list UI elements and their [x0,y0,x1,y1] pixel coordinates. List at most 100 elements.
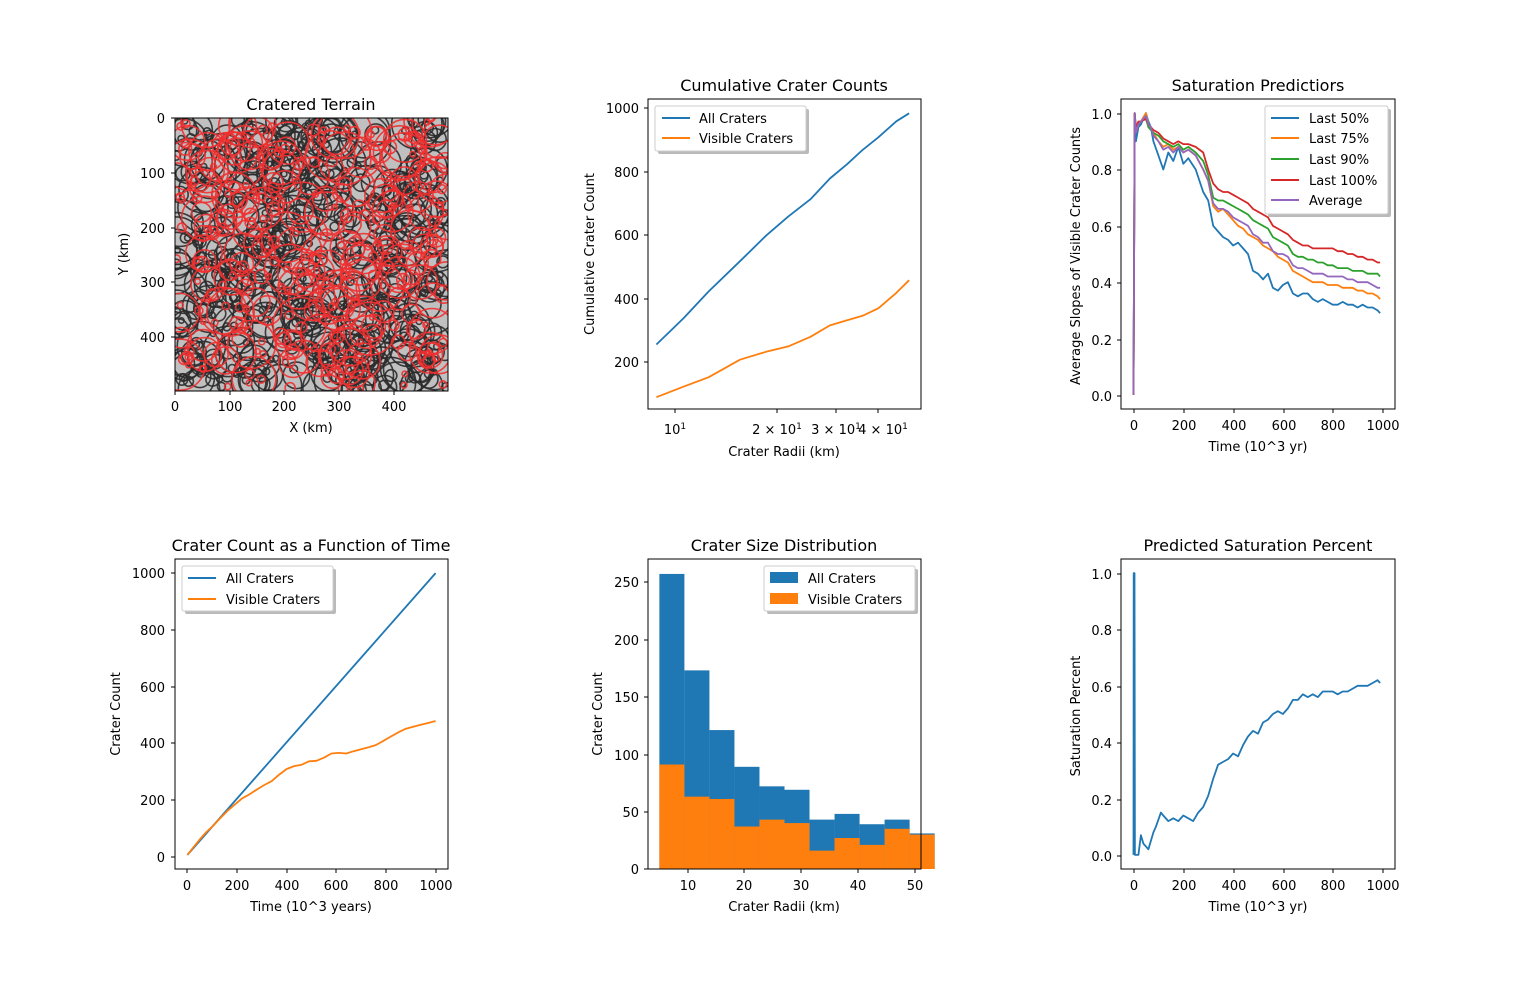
cumulative-ytick-label: 600 [614,229,639,244]
crater-mark [382,118,428,164]
histogram-xtick-label: 30 [793,879,810,894]
crater-mark [320,363,334,377]
crater-mark [360,139,373,151]
crater-mark [417,180,448,218]
histogram-bar-1 [909,834,935,869]
histogram-bar-1 [734,826,760,869]
crater-mark [281,353,297,369]
crater-mark [278,282,286,291]
predictors-ylabel: Average Slopes of Visible Crater Counts [1069,127,1084,385]
saturation-ytick-label: 0.8 [1091,624,1112,639]
crater-mark [330,203,339,212]
crater-mark [263,315,274,327]
terrain-xticks: 0 100 200 300 400 [171,391,406,415]
histogram-frame [647,558,922,870]
crater-mark [403,130,421,148]
crater-mark [265,201,281,217]
crater-mark [228,118,277,149]
crater-mark [192,256,201,265]
count-time-series-layer [186,572,437,856]
predictors-xtick-label: 1000 [1366,419,1399,434]
histogram-xlabel: Crater Radii (km) [728,900,840,915]
crater-mark [337,355,371,389]
saturation-xticks: 0 200 400 600 800 1000 [1130,869,1400,894]
crater-mark [257,337,266,346]
crater-mark [286,197,314,225]
count-time-ytick-label: 0 [157,851,165,866]
crater-mark [180,118,232,149]
crater-mark [307,283,350,325]
predictors-ytick-label: 0.8 [1091,164,1112,179]
crater-mark [284,381,296,391]
saturation-ytick-label: 1.0 [1091,568,1112,583]
saturation-ytick-label: 0.4 [1091,737,1112,752]
count-time-ytick-label: 600 [140,681,165,696]
crater-mark [175,118,198,152]
crater-mark [371,190,414,233]
crater-mark [197,138,242,183]
terrain-ytick-label: 300 [140,276,165,291]
crater-mark [199,364,208,373]
predictors-ytick-label: 0.4 [1091,277,1112,292]
crater-mark [416,342,444,369]
count-time-xtick-label: 1000 [419,879,452,894]
crater-mark [268,169,302,204]
crater-mark [276,248,326,297]
saturation-ytick-label: 0.2 [1091,794,1112,809]
panel-crater-size-distribution: Crater Size Distribution Crater Radii (k… [591,536,935,915]
crater-mark [344,364,357,376]
crater-mark [415,282,448,319]
crater-mark [263,148,309,194]
crater-mark [339,244,382,286]
crater-mark [356,338,364,346]
crater-mark [267,355,275,364]
crater-mark [233,370,241,379]
crater-mark [326,269,335,278]
crater-mark [399,380,407,388]
crater-mark [179,232,192,244]
histogram-xtick-label: 50 [907,879,924,894]
crater-mark [428,173,448,211]
cumulative-ylabel: Cumulative Crater Count [583,173,598,335]
count-time-yticks: 0 200 400 600 800 1000 [132,567,175,866]
crater-mark [236,278,255,296]
cumulative-xtick-label: 4 × 101 [858,422,908,438]
crater-mark [425,274,434,283]
crater-mark [263,243,316,296]
crater-mark [177,353,190,366]
crater-mark [185,149,229,194]
crater-mark [199,317,207,326]
terrain-frame [174,117,449,392]
crater-mark [425,227,447,248]
crater-mark [340,270,351,281]
crater-mark [182,375,195,388]
histogram-yticks: 0 50 100 150 200 250 [614,576,648,878]
crater-mark [214,180,249,215]
crater-mark [284,261,293,269]
crater-mark [183,345,195,357]
crater-mark [271,217,306,251]
crater-mark [395,272,411,287]
crater-mark [282,361,311,390]
cumulative-legend: All Craters Visible Craters [654,105,809,154]
histogram-bar-1 [659,764,685,869]
crater-mark [436,255,448,269]
count-time-legend: All Craters Visible Craters [181,565,336,614]
crater-mark [364,243,372,251]
count-time-ylabel: Crater Count [109,672,124,756]
crater-mark [205,288,218,301]
crater-mark [366,125,388,148]
predictors-xtick-label: 400 [1222,419,1247,434]
crater-mark [175,216,204,270]
crater-mark [257,124,268,136]
crater-mark [431,353,441,363]
crater-mark [230,364,267,391]
terrain-ytick-label: 100 [140,167,165,182]
predictors-ytick-label: 1.0 [1091,108,1112,123]
crater-mark [213,202,238,227]
crater-mark [406,286,442,322]
histogram-bar-1 [759,819,785,869]
crater-mark [343,342,382,380]
predictors-ytick-label: 0.6 [1091,221,1112,236]
